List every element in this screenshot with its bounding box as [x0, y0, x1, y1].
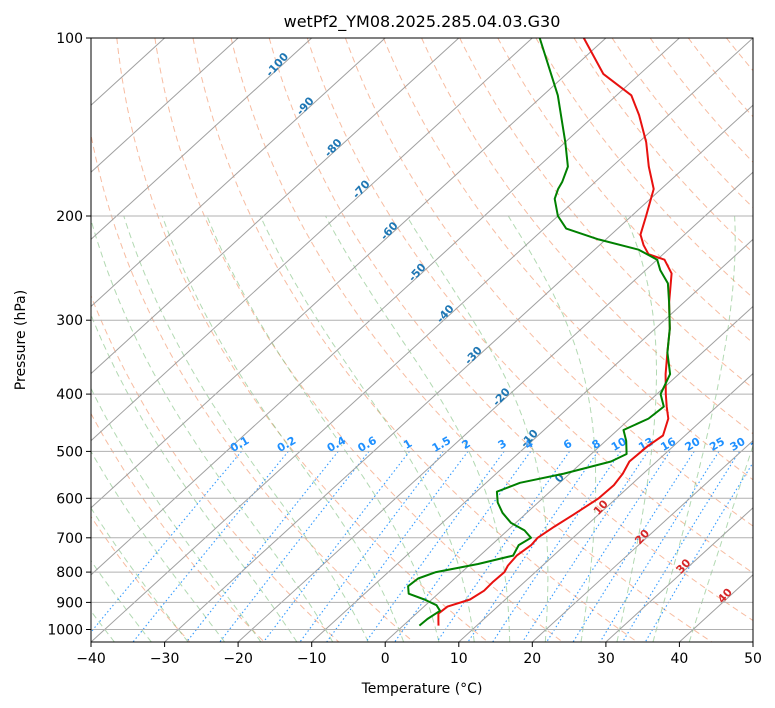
- background-lines: [91, 38, 753, 642]
- dry-adiabat: [535, 38, 753, 299]
- dry-adiabat: [192, 38, 638, 642]
- mixing-ratio-line: [644, 461, 753, 642]
- dry-adiabat: [383, 38, 753, 481]
- dry-adiabat: [91, 294, 340, 642]
- mixing-ratio-label: 36: [748, 435, 768, 454]
- mixing-ratio-line: [186, 451, 339, 642]
- dewpoint-profile: [407, 38, 672, 627]
- isotherm-line: [91, 38, 680, 576]
- isotherm-line: [91, 38, 753, 642]
- isotherm-line: [91, 38, 386, 308]
- mixing-ratio-line: [91, 451, 242, 633]
- isotherm-line: [91, 38, 533, 442]
- moist-adiabat: [507, 215, 597, 642]
- isotherm-line: [311, 238, 753, 642]
- y-tick-label: 1000: [47, 623, 83, 639]
- isotherm-line: [164, 104, 753, 642]
- plot-frame: [90, 37, 754, 643]
- x-tick-label: 20: [523, 651, 541, 667]
- dry-adiabat: [421, 38, 753, 435]
- isotherm-line: [605, 507, 753, 642]
- y-tick-label: 100: [56, 31, 83, 47]
- mixing-ratio-line: [572, 451, 695, 642]
- profile-lines: [407, 38, 673, 627]
- y-axis-label: Pressure (hPa): [13, 290, 29, 390]
- dry-adiabat: [230, 38, 713, 642]
- isotherm-line: [384, 305, 753, 642]
- y-tick-label: 700: [56, 531, 83, 547]
- dry-adiabat: [306, 38, 753, 574]
- moist-adiabat: [91, 313, 298, 642]
- dry-adiabat: [116, 38, 489, 642]
- dry-adiabat: [344, 38, 753, 527]
- x-tick-label: 10: [450, 651, 468, 667]
- mixing-ratio-line: [622, 451, 740, 642]
- moist-adiabat: [161, 215, 405, 642]
- x-axis: −40 −30 −20 −10 0 10 20 30 40 50: [76, 642, 762, 667]
- y-tick-label: 200: [56, 209, 83, 225]
- moist-adiabat: [91, 387, 262, 642]
- mixing-ratio-line: [599, 451, 720, 642]
- x-tick-label: 50: [744, 651, 762, 667]
- x-tick-label: −10: [297, 651, 327, 667]
- mixing-ratio-line: [219, 451, 370, 642]
- dry-adiabat: [497, 38, 753, 344]
- moist-adiabat: [616, 215, 657, 642]
- moist-adiabat: [406, 215, 549, 642]
- y-tick-label: 500: [56, 444, 83, 460]
- isotherm-line: [91, 38, 239, 173]
- y-tick-label: 400: [56, 387, 83, 403]
- mixing-ratio-line: [365, 451, 505, 642]
- chart-title: wetPf2_YM08.2025.285.04.03.G30: [284, 12, 561, 32]
- isotherm-line: [458, 372, 753, 642]
- x-tick-label: −20: [223, 651, 253, 667]
- moist-adiabat: [91, 218, 334, 642]
- mixing-ratio-line: [467, 451, 599, 642]
- y-tick-label: 600: [56, 491, 83, 507]
- y-tick-label: 800: [56, 565, 83, 581]
- moist-adiabat: [325, 215, 511, 642]
- dry-adiabat: [268, 38, 753, 622]
- y-tick-label: 900: [56, 595, 83, 611]
- isotherm-line: [237, 171, 753, 642]
- isotherm-line: [531, 439, 753, 642]
- x-tick-label: −40: [76, 651, 106, 667]
- moist-adiabat: [206, 215, 440, 642]
- y-axis: 100 200 300 400 500 600 700 800 900 1000: [47, 31, 91, 639]
- dry-adiabat: [91, 515, 191, 642]
- moist-adiabat: [123, 215, 369, 642]
- isotherm-line: [91, 38, 607, 509]
- dry-adiabat: [154, 38, 563, 642]
- x-tick-label: 0: [381, 651, 390, 667]
- mixing-ratio-line: [132, 451, 289, 642]
- x-axis-label: Temperature (°C): [361, 681, 483, 697]
- dry-adiabat: [91, 132, 414, 642]
- x-tick-label: 30: [597, 651, 615, 667]
- temperature-profile: [437, 38, 673, 626]
- dry-adiabat: [91, 412, 265, 642]
- isotherm-line: [91, 38, 460, 375]
- x-tick-label: −30: [150, 651, 180, 667]
- mixing-ratio-line: [263, 451, 410, 642]
- x-tick-label: 40: [670, 651, 688, 667]
- mixing-ratio-line: [436, 451, 570, 642]
- moist-adiabat: [688, 444, 753, 642]
- isotherm-line: [91, 38, 313, 241]
- y-tick-label: 300: [56, 313, 83, 329]
- moist-adiabat: [91, 450, 225, 642]
- moist-adiabat: [259, 215, 475, 642]
